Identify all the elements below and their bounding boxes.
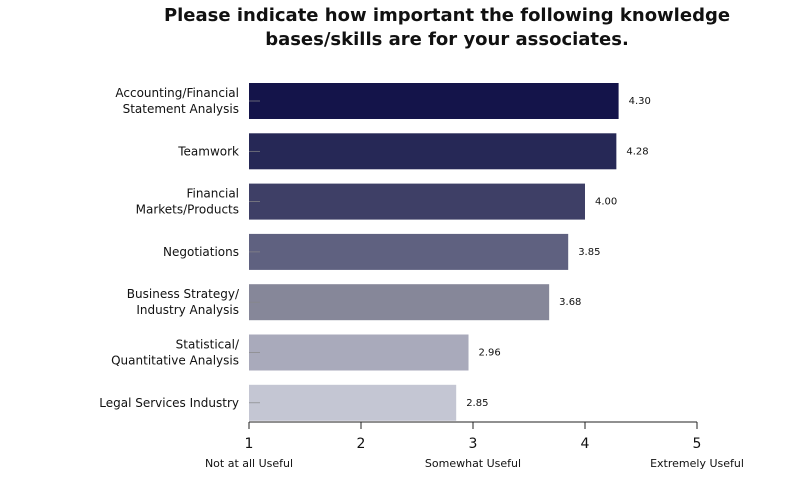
value-label: 3.68: [559, 297, 581, 308]
scale-label: Somewhat Useful: [425, 457, 521, 470]
x-tick-label: 5: [693, 436, 702, 452]
x-tick-label: 1: [245, 436, 254, 452]
x-tick-label: 3: [469, 436, 478, 452]
bar: [249, 284, 550, 321]
y-tick-label: Legal Services Industry: [99, 395, 239, 409]
value-label: 3.85: [578, 247, 600, 258]
bar: [249, 334, 469, 371]
bar: [249, 83, 619, 119]
value-label: 2.85: [466, 398, 488, 409]
y-tick-label: Business Strategy/Industry Analysis: [127, 287, 240, 317]
x-tick-label: 4: [581, 436, 590, 452]
bar: [249, 384, 457, 421]
value-label: 2.96: [479, 348, 501, 359]
y-tick-label: Statistical/Quantitative Analysis: [111, 337, 240, 367]
value-label: 4.30: [629, 96, 651, 107]
y-tick-label: Negotiations: [163, 244, 239, 258]
bar: [249, 183, 585, 220]
scale-label: Extremely Useful: [650, 457, 744, 470]
x-tick-label: 2: [357, 436, 366, 452]
value-label: 4.00: [595, 197, 617, 208]
bar: [249, 233, 569, 270]
y-tick-label: Teamwork: [177, 144, 239, 158]
y-tick-label: Financial Markets/Products: [136, 186, 239, 216]
scale-label: Not at all Useful: [205, 457, 293, 470]
value-label: 4.28: [626, 146, 648, 157]
chart-title: Please indicate how important the follow…: [164, 5, 730, 50]
bar: [249, 133, 617, 170]
y-tick-label: Accounting/Financial Statement Analysis: [115, 86, 239, 116]
